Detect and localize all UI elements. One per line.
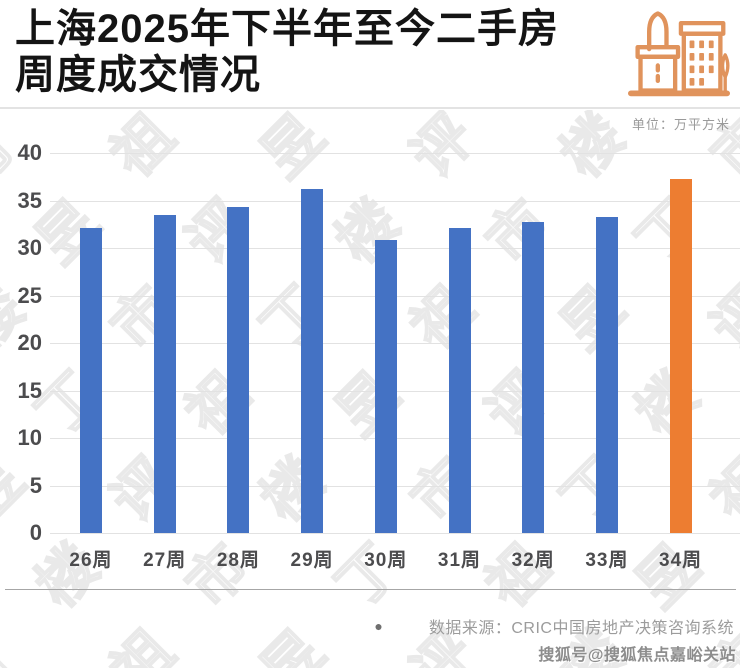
buildings-icon-svg — [628, 11, 730, 97]
watermark-glyph: 祖 — [98, 617, 187, 668]
y-axis-tick-30: 30 — [17, 235, 42, 260]
y-axis-tick-20: 20 — [17, 330, 42, 355]
page-title-line2: 周度成交情况 — [15, 53, 261, 97]
bar-26周 — [80, 228, 102, 533]
gridline-40 — [50, 153, 740, 154]
x-axis-label-28周: 28周 — [216, 550, 260, 571]
x-axis-label-32周: 32周 — [511, 550, 555, 571]
unit-label: 单位：万平方米 — [631, 117, 730, 132]
y-axis-tick-35: 35 — [17, 187, 42, 213]
buildings-icon — [628, 6, 730, 103]
bar-30周 — [374, 240, 397, 533]
x-axis-label-26周: 26周 — [69, 550, 113, 571]
x-axis-label-33周: 33周 — [585, 550, 629, 571]
data-source-row: ● 数据来源：CRIC中国房地产决策咨询系统 — [374, 614, 734, 638]
header-divider — [0, 107, 740, 109]
watermark-glyph: 丁 — [0, 617, 37, 668]
watermark-glyph: 市 — [173, 531, 262, 620]
x-axis-label-29周: 29周 — [290, 550, 334, 571]
y-axis-tick-5: 5 — [29, 472, 42, 498]
data-source-text: 数据来源：CRIC中国房地产决策咨询系统 — [428, 620, 734, 637]
gridline-0 — [50, 533, 740, 534]
x-axis-label-31周: 31周 — [437, 550, 482, 571]
y-axis-tick-15: 15 — [17, 377, 42, 403]
y-axis-tick-25: 25 — [17, 282, 42, 308]
bar-32周 — [522, 222, 545, 533]
bar-29周 — [301, 189, 324, 533]
source-bullet-icon: ● — [374, 618, 383, 634]
y-axis-tick-10: 10 — [17, 425, 42, 450]
bar-chart: 40 35 30 25 20 15 10 5 0 26周 27周 28周 29周 30周 31周 32周 33… — [0, 140, 740, 571]
watermark-glyph: 昱 — [248, 617, 337, 668]
x-axis-label-30周: 30周 — [364, 550, 408, 571]
bar-33周 — [595, 216, 618, 533]
bar-31周 — [448, 228, 471, 533]
x-axis-label-34周: 34周 — [659, 550, 703, 571]
sohu-credit: 搜狐号@搜狐焦点嘉峪关站 — [538, 647, 736, 664]
bar-34周 — [669, 178, 692, 533]
watermark-glyph: 昱 — [623, 531, 712, 620]
x-axis-label-27周: 27周 — [143, 550, 187, 571]
y-axis-tick-40: 40 — [17, 140, 42, 165]
watermark-glyph: 丁 — [323, 531, 412, 620]
watermark-glyph: 祖 — [473, 531, 562, 620]
bar-28周 — [227, 207, 250, 533]
footer-divider — [5, 589, 736, 590]
y-axis-tick-0: 0 — [29, 520, 42, 545]
bar-27周 — [153, 214, 176, 533]
page-title: 上海2025年下半年至今二手房 周度成交情况 — [15, 6, 559, 98]
gridline-35 — [50, 200, 740, 202]
page-title-line1: 上海2025年下半年至今二手房 — [15, 7, 559, 51]
